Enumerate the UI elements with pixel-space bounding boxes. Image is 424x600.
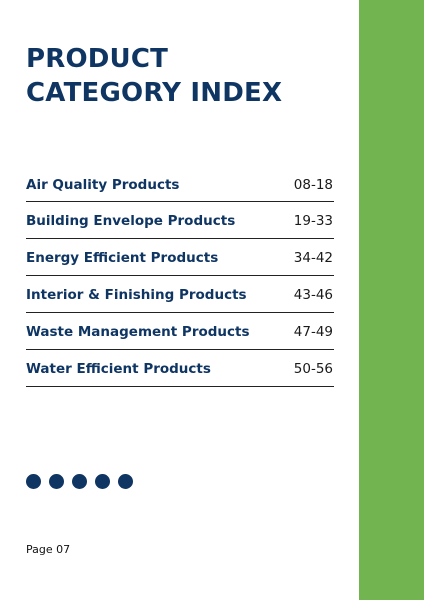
- index-row[interactable]: Building Envelope Products 19-33: [26, 202, 334, 239]
- index-row-pages: 43-46: [293, 287, 333, 303]
- index-row[interactable]: Waste Management Products 47-49: [26, 313, 334, 350]
- index-row-pages: 34-42: [293, 250, 333, 266]
- index-row-pages: 47-49: [293, 324, 333, 340]
- category-index-list: Air Quality Products 08-18 Building Enve…: [26, 166, 334, 387]
- title-line-2: CATEGORY INDEX: [26, 78, 283, 108]
- dot-icon: [95, 474, 110, 489]
- page-number: Page 07: [26, 543, 71, 556]
- index-row-label: Waste Management Products: [26, 324, 250, 340]
- decorative-dots: [26, 474, 133, 489]
- index-row-label: Water Efficient Products: [26, 361, 211, 377]
- dot-icon: [118, 474, 133, 489]
- index-row[interactable]: Air Quality Products 08-18: [26, 166, 334, 202]
- title-line-1: PRODUCT: [26, 44, 169, 74]
- accent-side-bar: [359, 0, 424, 600]
- index-row-pages: 50-56: [293, 361, 333, 377]
- dot-icon: [49, 474, 64, 489]
- index-row[interactable]: Interior & Finishing Products 43-46: [26, 276, 334, 313]
- index-row-label: Energy Efficient Products: [26, 250, 219, 266]
- index-row-pages: 08-18: [293, 176, 333, 193]
- dot-icon: [26, 474, 41, 489]
- index-row-label: Interior & Finishing Products: [26, 287, 247, 303]
- dot-icon: [72, 474, 87, 489]
- index-row-pages: 19-33: [293, 213, 333, 229]
- index-row-label: Building Envelope Products: [26, 213, 236, 229]
- index-row-label: Air Quality Products: [26, 176, 180, 193]
- index-row[interactable]: Energy Efficient Products 34-42: [26, 239, 334, 276]
- index-row[interactable]: Water Efficient Products 50-56: [26, 350, 334, 387]
- page-title: PRODUCT CATEGORY INDEX: [26, 42, 282, 110]
